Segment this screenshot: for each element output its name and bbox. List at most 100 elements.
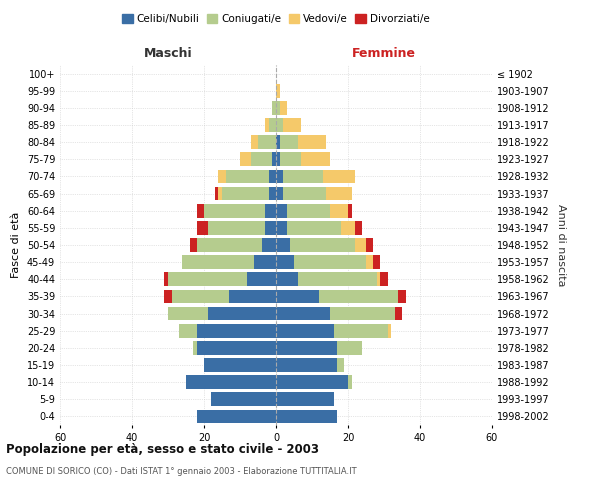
Bar [330,306,395,320]
Bar [269,170,276,183]
Bar [251,136,258,149]
Bar [211,392,276,406]
Bar [272,152,276,166]
Bar [276,186,283,200]
Bar [366,256,373,269]
Bar [283,186,326,200]
Bar [287,204,330,218]
Bar [276,324,334,338]
Bar [280,152,301,166]
Bar [276,376,348,389]
Bar [276,272,298,286]
Bar [337,341,362,354]
Bar [197,341,276,354]
Bar [298,272,377,286]
Bar [276,392,334,406]
Bar [164,290,172,304]
Bar [197,324,276,338]
Bar [197,410,276,424]
Bar [366,238,373,252]
Bar [280,101,287,114]
Bar [276,341,337,354]
Bar [208,221,265,234]
Bar [197,238,262,252]
Bar [388,324,391,338]
Bar [186,376,276,389]
Legend: Celibi/Nubili, Coniugati/e, Vedovi/e, Divorziati/e: Celibi/Nubili, Coniugati/e, Vedovi/e, Di… [118,10,434,29]
Text: Femmine: Femmine [352,47,416,60]
Bar [164,272,168,286]
Bar [247,272,276,286]
Bar [265,221,276,234]
Bar [398,290,406,304]
Bar [377,272,380,286]
Bar [276,410,337,424]
Bar [276,221,287,234]
Bar [283,118,301,132]
Bar [348,376,352,389]
Bar [168,272,247,286]
Bar [208,306,276,320]
Bar [222,186,269,200]
Bar [204,204,265,218]
Bar [276,290,319,304]
Bar [269,118,276,132]
Bar [341,221,355,234]
Bar [190,238,197,252]
Bar [182,256,254,269]
Bar [172,290,229,304]
Bar [395,306,402,320]
Bar [380,272,388,286]
Bar [280,136,298,149]
Bar [229,290,276,304]
Y-axis label: Anni di nascita: Anni di nascita [556,204,566,286]
Bar [204,358,276,372]
Bar [276,238,290,252]
Bar [197,204,204,218]
Bar [334,324,388,338]
Bar [276,118,283,132]
Bar [326,186,352,200]
Y-axis label: Fasce di età: Fasce di età [11,212,21,278]
Text: Popolazione per età, sesso e stato civile - 2003: Popolazione per età, sesso e stato civil… [6,442,319,456]
Bar [276,256,294,269]
Bar [272,101,276,114]
Text: Maschi: Maschi [143,47,193,60]
Bar [265,204,276,218]
Bar [348,204,352,218]
Bar [179,324,197,338]
Bar [276,358,337,372]
Bar [240,152,251,166]
Bar [294,256,366,269]
Bar [283,170,323,183]
Bar [258,136,276,149]
Bar [218,186,222,200]
Bar [262,238,276,252]
Bar [168,306,208,320]
Text: COMUNE DI SORICO (CO) - Dati ISTAT 1° gennaio 2003 - Elaborazione TUTTITALIA.IT: COMUNE DI SORICO (CO) - Dati ISTAT 1° ge… [6,468,356,476]
Bar [276,204,287,218]
Bar [330,204,348,218]
Bar [355,238,366,252]
Bar [276,101,280,114]
Bar [218,170,226,183]
Bar [197,221,208,234]
Bar [298,136,326,149]
Bar [287,221,341,234]
Bar [265,118,269,132]
Bar [215,186,218,200]
Bar [276,136,280,149]
Bar [355,221,362,234]
Bar [319,290,398,304]
Bar [301,152,330,166]
Bar [276,84,280,98]
Bar [373,256,380,269]
Bar [193,341,197,354]
Bar [254,256,276,269]
Bar [269,186,276,200]
Bar [276,306,330,320]
Bar [323,170,355,183]
Bar [276,170,283,183]
Bar [337,358,344,372]
Bar [251,152,272,166]
